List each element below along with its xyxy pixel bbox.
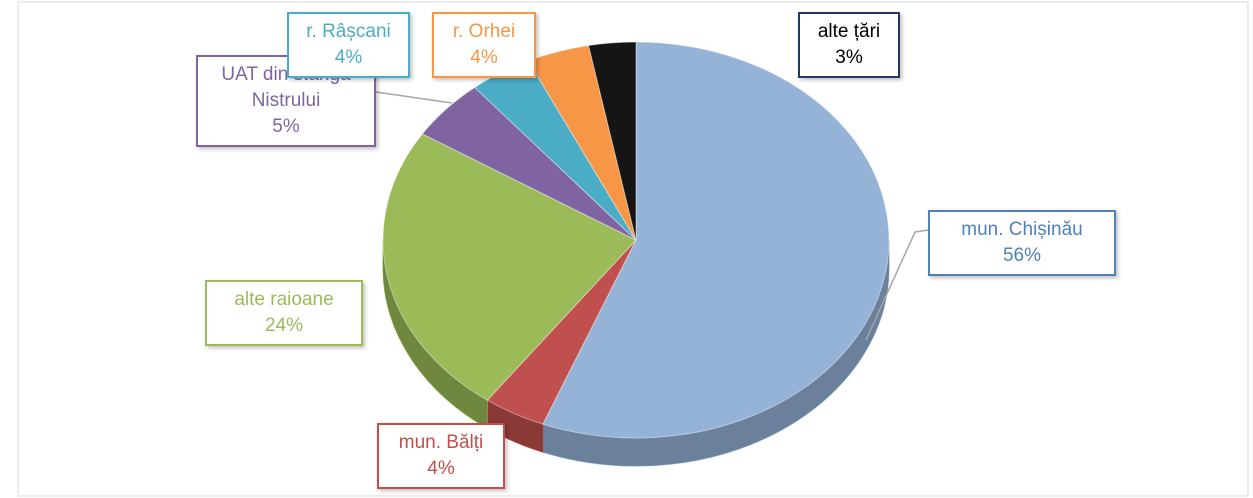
data-label: mun. Chișinău 56% [928, 210, 1116, 276]
label-text: 4% [427, 458, 455, 479]
label-text: mun. Chișinău [961, 219, 1083, 240]
label-text: 5% [272, 116, 300, 137]
pie-slice [382, 133, 637, 401]
data-label: alte țări 3% [798, 12, 900, 78]
pie-slice [486, 239, 637, 425]
label-text: 4% [470, 47, 498, 68]
pie-side-shade [487, 400, 543, 453]
data-label: alte raioane 24% [205, 280, 363, 346]
label-text: 24% [264, 315, 304, 336]
label-text: 4% [334, 47, 363, 68]
leader-line [375, 91, 453, 104]
pie-slice [542, 41, 890, 439]
pie-side-shade [383, 240, 488, 429]
label-text: 56% [1002, 245, 1042, 266]
leader-line [865, 229, 929, 341]
label-text: alte țări [817, 21, 881, 42]
pie-slice [421, 86, 637, 241]
label-text: r. Râșcani [306, 21, 391, 42]
pie-slice [587, 41, 637, 241]
data-label: r. Râșcani 4% [287, 12, 410, 78]
label-text: 3% [835, 47, 863, 68]
pie-side-shade [542, 240, 889, 467]
label-text: mun. Bălți [398, 432, 484, 453]
data-label: r. Orhei 4% [432, 12, 536, 78]
label-text: r. Orhei [452, 21, 516, 42]
label-text: alte raioane [234, 289, 334, 310]
chart-frame [17, 1, 1249, 497]
data-label: mun. Bălți 4% [377, 423, 505, 489]
